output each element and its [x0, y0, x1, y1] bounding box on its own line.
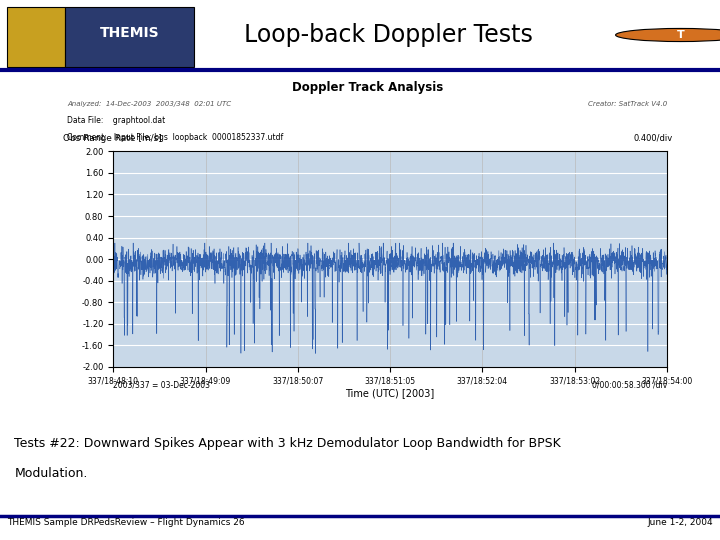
Text: Obs Range Rate [m/s]: Obs Range Rate [m/s]: [63, 134, 162, 143]
Circle shape: [616, 29, 720, 42]
Bar: [7, 7, 65, 67]
Text: June 1-2, 2004: June 1-2, 2004: [647, 518, 713, 528]
Text: Loop-back Doppler Tests: Loop-back Doppler Tests: [244, 23, 534, 47]
Text: Modulation.: Modulation.: [14, 467, 88, 480]
Text: Doppler Track Analysis: Doppler Track Analysis: [292, 81, 443, 94]
Text: Analyzed:  14-Dec-2003  2003/348  02:01 UTC: Analyzed: 14-Dec-2003 2003/348 02:01 UTC: [68, 101, 231, 107]
Text: 2003/337 = 03-Dec-2003: 2003/337 = 03-Dec-2003: [113, 381, 210, 389]
Text: 0/00:00:58.300 /div: 0/00:00:58.300 /div: [592, 381, 667, 389]
Text: 0.400/div: 0.400/div: [634, 134, 672, 143]
Text: THEMIS Sample DRPedsReview – Flight Dynamics 26: THEMIS Sample DRPedsReview – Flight Dyna…: [7, 518, 245, 528]
Text: Data File:    graphtool.dat: Data File: graphtool.dat: [68, 116, 166, 125]
X-axis label: Time (UTC) [2003]: Time (UTC) [2003]: [346, 388, 435, 399]
Text: T: T: [677, 30, 684, 40]
Text: Creator: SatTrack V4.0: Creator: SatTrack V4.0: [588, 101, 667, 107]
Text: Comment:   Input File: bgs  loopback  00001852337.utdf: Comment: Input File: bgs loopback 000018…: [68, 133, 284, 142]
Text: THEMIS: THEMIS: [100, 26, 159, 40]
Text: Tests #22: Downward Spikes Appear with 3 kHz Demodulator Loop Bandwidth for BPSK: Tests #22: Downward Spikes Appear with 3…: [14, 437, 561, 450]
Bar: [65, 7, 194, 67]
